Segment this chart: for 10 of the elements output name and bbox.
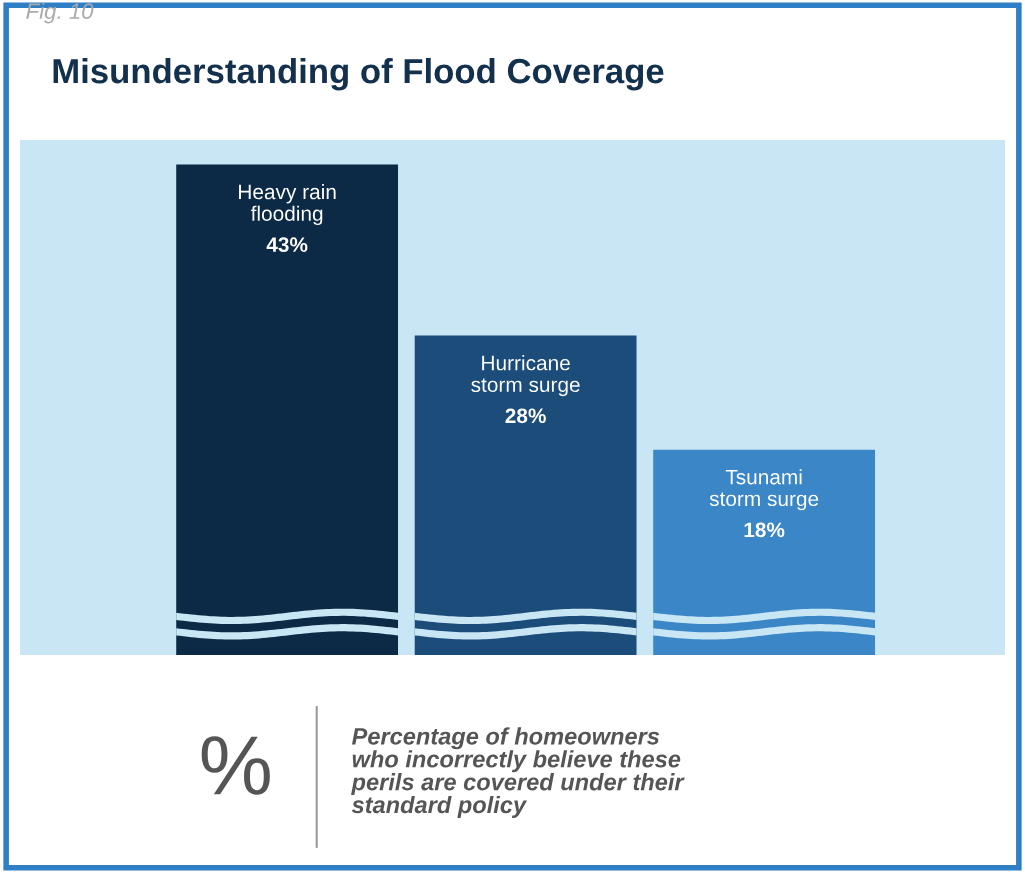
data-label: 18% [744, 522, 785, 538]
text: % [201, 736, 270, 795]
data-label: 43% [266, 237, 308, 253]
chart-title: Misunderstanding of Flood Coverage [53, 57, 664, 91]
x-tick-label: Heavy rain flooding [239, 183, 336, 226]
x-tick-label: Tsunami storm surge [709, 469, 819, 511]
x-tick-label: Hurricane storm surge [471, 355, 580, 397]
text: Percentage of homeowners who incorrectly believe these perils are covered under their standard policy [351, 727, 685, 818]
data-label: 28% [505, 408, 546, 424]
caption: Fig. 10 [26, 2, 94, 24]
